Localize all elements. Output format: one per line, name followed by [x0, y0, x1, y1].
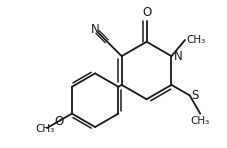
Text: S: S: [191, 89, 198, 102]
Text: N: N: [174, 50, 182, 63]
Text: CH₃: CH₃: [190, 116, 209, 126]
Text: O: O: [54, 115, 63, 128]
Text: O: O: [141, 6, 151, 19]
Text: CH₃: CH₃: [185, 35, 204, 45]
Text: N: N: [91, 23, 99, 36]
Text: CH₃: CH₃: [36, 124, 55, 134]
